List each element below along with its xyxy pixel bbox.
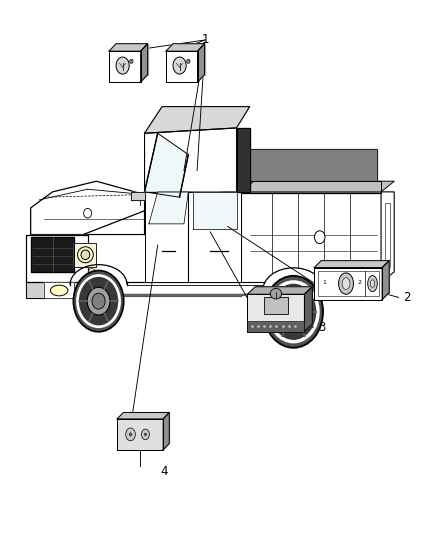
Polygon shape xyxy=(26,235,88,282)
Polygon shape xyxy=(44,282,74,298)
Polygon shape xyxy=(31,237,74,272)
Polygon shape xyxy=(163,413,169,450)
Polygon shape xyxy=(141,44,148,82)
Ellipse shape xyxy=(187,59,190,63)
Polygon shape xyxy=(241,192,381,282)
Ellipse shape xyxy=(280,295,307,328)
Ellipse shape xyxy=(73,270,124,332)
Polygon shape xyxy=(145,128,237,192)
Text: 2: 2 xyxy=(403,291,411,304)
Ellipse shape xyxy=(368,276,377,292)
Ellipse shape xyxy=(264,276,323,348)
Ellipse shape xyxy=(84,208,92,218)
Ellipse shape xyxy=(370,280,374,287)
Ellipse shape xyxy=(342,278,350,289)
Polygon shape xyxy=(26,282,88,298)
Text: 2: 2 xyxy=(357,280,361,285)
Polygon shape xyxy=(145,107,250,133)
Ellipse shape xyxy=(173,57,186,74)
Polygon shape xyxy=(241,181,381,193)
Polygon shape xyxy=(31,181,145,235)
Ellipse shape xyxy=(269,282,318,341)
Ellipse shape xyxy=(141,429,149,440)
Polygon shape xyxy=(241,181,394,192)
Polygon shape xyxy=(314,261,389,268)
Ellipse shape xyxy=(144,433,146,436)
Polygon shape xyxy=(145,133,188,197)
Bar xyxy=(247,294,304,332)
Polygon shape xyxy=(237,128,250,192)
Polygon shape xyxy=(116,44,148,75)
Bar xyxy=(166,51,198,82)
Ellipse shape xyxy=(339,273,353,294)
Polygon shape xyxy=(74,243,96,266)
Ellipse shape xyxy=(78,247,93,263)
Ellipse shape xyxy=(116,57,129,74)
Ellipse shape xyxy=(314,231,325,244)
Polygon shape xyxy=(304,287,312,332)
Polygon shape xyxy=(149,192,188,224)
Bar xyxy=(318,271,378,296)
Polygon shape xyxy=(382,261,389,300)
Ellipse shape xyxy=(87,287,110,315)
Polygon shape xyxy=(321,261,389,293)
Polygon shape xyxy=(247,287,312,294)
Text: 1: 1 xyxy=(322,280,326,285)
Polygon shape xyxy=(88,294,250,296)
Polygon shape xyxy=(145,192,188,282)
Ellipse shape xyxy=(129,433,132,436)
Ellipse shape xyxy=(130,59,133,63)
Polygon shape xyxy=(193,192,237,229)
Text: 4: 4 xyxy=(160,465,168,478)
Ellipse shape xyxy=(70,265,127,305)
Bar xyxy=(314,268,382,300)
Bar xyxy=(109,51,141,82)
Polygon shape xyxy=(381,192,394,282)
Polygon shape xyxy=(124,413,169,443)
Ellipse shape xyxy=(126,428,135,441)
Ellipse shape xyxy=(78,277,119,326)
Bar xyxy=(264,297,288,314)
Polygon shape xyxy=(198,44,205,82)
Text: 3: 3 xyxy=(318,321,325,334)
Polygon shape xyxy=(188,192,241,282)
Ellipse shape xyxy=(92,293,105,309)
Bar xyxy=(117,419,163,450)
Ellipse shape xyxy=(50,285,68,296)
Ellipse shape xyxy=(263,268,324,313)
Bar xyxy=(247,321,304,332)
Ellipse shape xyxy=(81,250,90,260)
Ellipse shape xyxy=(88,269,95,275)
Ellipse shape xyxy=(270,288,282,299)
Text: 1: 1 xyxy=(201,34,209,46)
Polygon shape xyxy=(131,192,145,200)
Polygon shape xyxy=(173,44,205,75)
Ellipse shape xyxy=(285,302,302,322)
Polygon shape xyxy=(255,287,312,324)
Polygon shape xyxy=(109,44,148,51)
Polygon shape xyxy=(117,413,169,419)
Polygon shape xyxy=(166,44,205,51)
Polygon shape xyxy=(83,192,241,282)
Polygon shape xyxy=(245,149,377,192)
